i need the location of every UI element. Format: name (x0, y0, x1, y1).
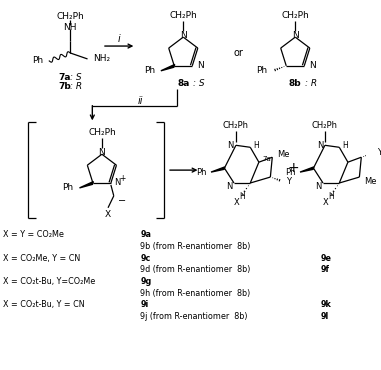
Text: i: i (118, 34, 120, 44)
Text: 9l: 9l (320, 312, 328, 321)
Text: 9j (from R-enantiomer  8b): 9j (from R-enantiomer 8b) (140, 312, 248, 321)
Text: N: N (227, 141, 234, 150)
Polygon shape (300, 167, 314, 172)
Text: X = CO₂Me, Y = CN: X = CO₂Me, Y = CN (3, 253, 80, 263)
Text: Ph: Ph (144, 66, 155, 75)
Text: CH₂Ph: CH₂Ph (312, 121, 338, 130)
Text: ii: ii (138, 95, 143, 106)
Text: +: + (288, 161, 299, 175)
Text: 9h (from R-enantiomer  8b): 9h (from R-enantiomer 8b) (140, 289, 250, 298)
Text: 9a: 9a (140, 230, 151, 239)
Polygon shape (80, 182, 93, 188)
Text: 9i: 9i (140, 300, 149, 309)
Text: 7a: 7a (263, 156, 271, 162)
Text: N: N (292, 31, 299, 40)
Text: 9g: 9g (140, 277, 151, 286)
Text: N: N (99, 148, 105, 157)
Polygon shape (211, 167, 225, 172)
Text: 7a: 7a (59, 73, 71, 82)
Text: Me: Me (277, 150, 290, 159)
Text: H: H (239, 192, 245, 201)
Text: 9e: 9e (320, 253, 331, 263)
Text: CH₂Ph: CH₂Ph (170, 11, 197, 20)
Text: : R: : R (70, 82, 82, 91)
Text: H: H (253, 141, 259, 150)
Text: : S: : S (70, 73, 82, 82)
Text: H: H (328, 192, 333, 201)
Text: Ph: Ph (285, 168, 295, 176)
Text: Ph: Ph (62, 184, 74, 192)
Text: 8b: 8b (289, 79, 302, 88)
Text: CH₂Ph: CH₂Ph (88, 128, 116, 137)
Text: N: N (226, 182, 232, 192)
Text: N: N (114, 178, 120, 188)
Text: CH₂Ph: CH₂Ph (56, 12, 84, 21)
Text: N: N (309, 61, 316, 70)
Text: NH₂: NH₂ (93, 54, 110, 63)
Text: Y: Y (286, 176, 291, 185)
Text: X: X (105, 210, 111, 219)
Text: −: − (118, 196, 126, 206)
Text: 9k: 9k (320, 300, 331, 309)
Text: 9d (from R-enantiomer  8b): 9d (from R-enantiomer 8b) (140, 265, 251, 274)
Text: X = CO₂t-Bu, Y=CO₂Me: X = CO₂t-Bu, Y=CO₂Me (3, 277, 96, 286)
Text: Ph: Ph (32, 57, 43, 65)
Text: Me: Me (364, 176, 377, 185)
Text: X = CO₂t-Bu, Y = CN: X = CO₂t-Bu, Y = CN (3, 300, 85, 309)
Text: N: N (317, 141, 323, 150)
Text: : S: : S (193, 79, 205, 88)
Text: Ph: Ph (256, 66, 267, 75)
Text: CH₂Ph: CH₂Ph (223, 121, 249, 130)
Polygon shape (161, 64, 175, 71)
Text: 8a: 8a (177, 79, 189, 88)
Text: 7b: 7b (59, 82, 72, 91)
Text: 9b (from R-enantiomer  8b): 9b (from R-enantiomer 8b) (140, 242, 251, 251)
Text: X = Y = CO₂Me: X = Y = CO₂Me (3, 230, 64, 239)
Text: 9c: 9c (140, 253, 150, 263)
Text: N: N (315, 182, 321, 192)
Text: N: N (197, 61, 204, 70)
Text: H: H (342, 141, 348, 150)
Text: 9f: 9f (320, 265, 329, 274)
Text: CH₂Ph: CH₂Ph (282, 11, 309, 20)
Text: or: or (234, 48, 244, 58)
Text: X: X (234, 198, 240, 207)
Text: +: + (120, 175, 126, 184)
Text: NH: NH (64, 23, 77, 32)
Text: : R: : R (305, 79, 317, 88)
Text: Ph: Ph (196, 168, 206, 176)
Text: Y: Y (376, 148, 381, 157)
Text: X: X (323, 198, 329, 207)
Text: N: N (180, 31, 187, 40)
